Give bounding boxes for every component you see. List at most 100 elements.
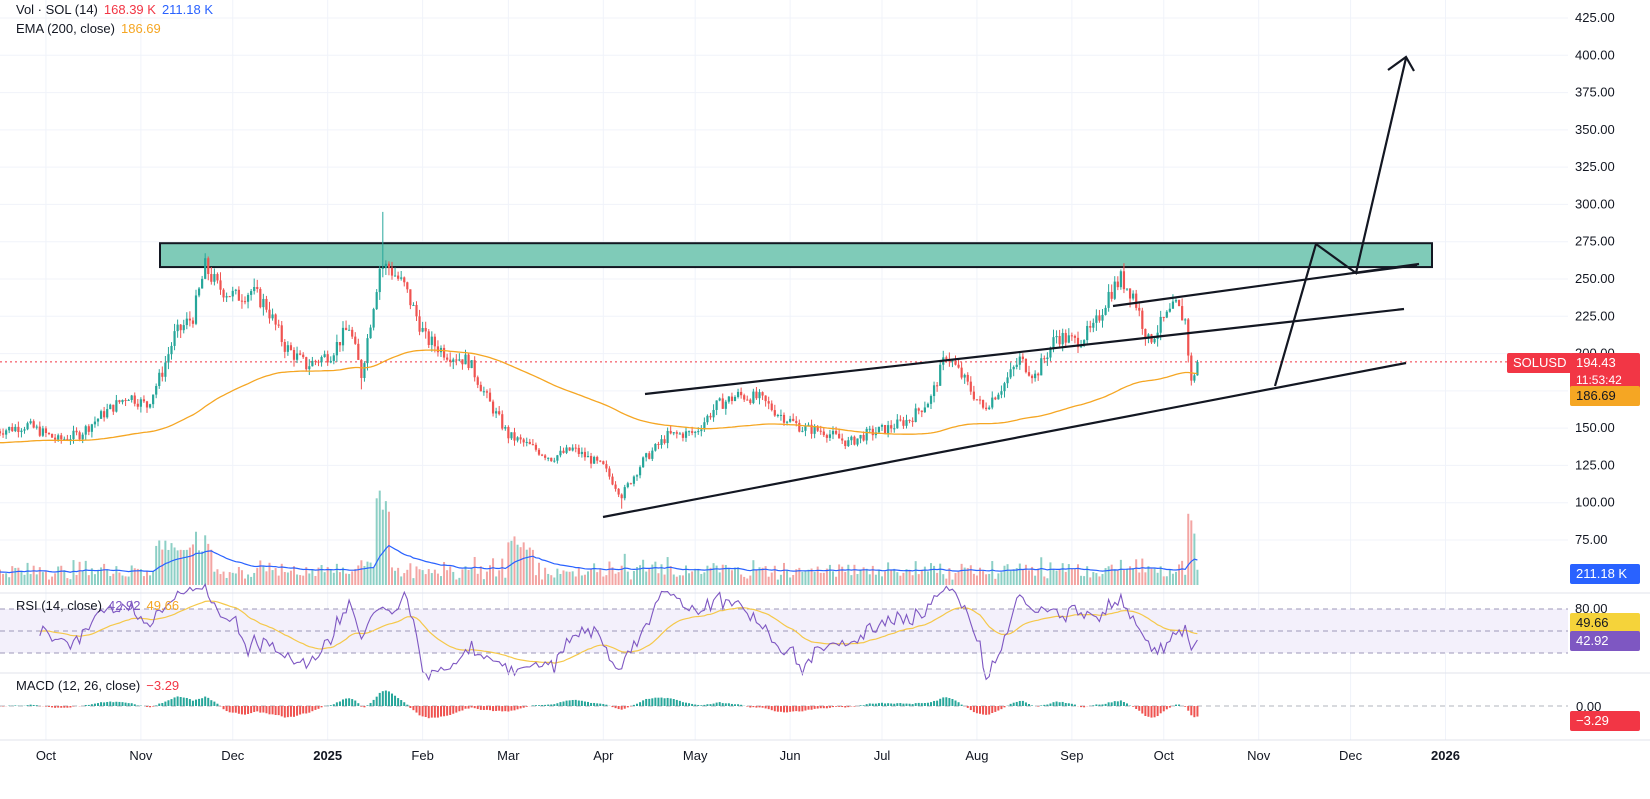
volume-bar <box>608 562 610 585</box>
macd-histogram-bar <box>406 705 408 706</box>
macd-histogram-bar <box>780 706 782 712</box>
price-tick-label: 125.00 <box>1575 457 1615 472</box>
macd-histogram-bar <box>1105 704 1107 706</box>
macd-histogram-bar <box>759 706 761 707</box>
candle <box>290 345 292 350</box>
volume-bar <box>1117 571 1119 585</box>
volume-bar <box>982 571 984 585</box>
macd-histogram-bar <box>783 706 785 712</box>
candle <box>360 360 362 378</box>
candle <box>1055 336 1057 337</box>
candle <box>100 411 102 419</box>
volume-bar <box>749 576 751 585</box>
candle <box>921 411 923 412</box>
candle <box>1160 317 1162 333</box>
macd-histogram-bar <box>706 704 708 706</box>
candle <box>464 355 466 365</box>
macd-histogram-bar <box>648 699 650 706</box>
macd-histogram-bar <box>305 706 307 713</box>
macd-histogram-bar <box>216 704 218 706</box>
macd-histogram-bar <box>137 705 139 706</box>
volume-bar <box>804 571 806 585</box>
candle <box>526 442 528 443</box>
macd-histogram-bar <box>189 699 191 706</box>
macd-histogram-bar <box>1056 702 1058 706</box>
volume-bar <box>915 561 917 585</box>
volume-bar <box>642 560 644 585</box>
macd-histogram-bar <box>452 706 454 714</box>
macd-histogram-bar <box>685 703 687 706</box>
candle <box>118 400 120 402</box>
candle <box>994 398 996 400</box>
macd-histogram-bar <box>924 703 926 706</box>
macd-histogram-bar <box>434 706 436 718</box>
volume-bar <box>348 574 350 585</box>
macd-histogram-bar <box>1080 706 1082 707</box>
candle <box>1101 315 1103 321</box>
macd-histogram-bar <box>612 706 614 707</box>
macd-histogram-bar <box>1117 701 1119 706</box>
volume-bar <box>1184 575 1186 585</box>
candle <box>216 274 218 280</box>
candle <box>474 360 476 377</box>
time-tick-label: 2025 <box>313 748 342 763</box>
ema-legend[interactable]: EMA (200, close)186.69 <box>16 21 167 36</box>
candle <box>761 392 763 395</box>
volume-bar <box>186 550 188 585</box>
macd-histogram-bar <box>801 706 803 711</box>
volume-bar <box>122 576 124 585</box>
macd-histogram-bar <box>1098 705 1100 706</box>
volume-bar <box>731 570 733 585</box>
macd-histogram-bar <box>302 706 304 713</box>
volume-bar <box>244 579 246 585</box>
macd-histogram-bar <box>700 705 702 706</box>
candle <box>140 399 142 406</box>
macd-histogram-bar <box>526 706 528 707</box>
candle <box>504 427 506 429</box>
volume-bar <box>14 568 16 585</box>
ema-legend-label: EMA (200, close) <box>16 21 115 36</box>
candle <box>679 434 681 435</box>
macd-legend[interactable]: MACD (12, 26, close)−3.29 <box>16 678 185 693</box>
macd-histogram-bar <box>425 706 427 717</box>
volume-bar <box>220 574 222 585</box>
macd-histogram-bar <box>465 706 467 709</box>
macd-histogram-bar <box>664 698 666 706</box>
candle <box>572 448 574 451</box>
volume-bar <box>167 550 169 585</box>
volume-bar <box>452 572 454 585</box>
time-tick-label: Dec <box>1339 748 1363 763</box>
candle <box>1129 288 1131 298</box>
macd-histogram-bar <box>69 706 71 708</box>
candle <box>247 295 249 302</box>
candle <box>884 425 886 433</box>
candle <box>422 328 424 332</box>
volume-bar <box>229 572 231 585</box>
volume-bar <box>425 574 427 585</box>
volume-bar <box>278 576 280 585</box>
symbol-badge[interactable]: SOLUSD <box>1507 353 1572 373</box>
macd-histogram-bar <box>443 706 445 716</box>
macd-histogram-bar <box>795 706 797 711</box>
volume-bar <box>207 544 209 585</box>
volume-bar <box>11 566 13 585</box>
candle <box>676 432 678 434</box>
volume-bar <box>42 572 44 585</box>
macd-histogram-bar <box>878 703 880 706</box>
volume-bar <box>1144 572 1146 585</box>
macd-histogram-bar <box>967 706 969 708</box>
volume-bar <box>112 574 114 585</box>
volume-bar <box>532 550 534 585</box>
candle <box>752 392 754 403</box>
macd-histogram-bar <box>921 703 923 706</box>
macd-histogram-bar <box>1187 706 1189 711</box>
time-tick-label: Oct <box>1154 748 1175 763</box>
volume-bar <box>860 570 862 585</box>
candle <box>657 444 659 445</box>
volume-bar <box>45 571 47 585</box>
volume-bar <box>605 575 607 585</box>
volume-bar <box>330 570 332 585</box>
